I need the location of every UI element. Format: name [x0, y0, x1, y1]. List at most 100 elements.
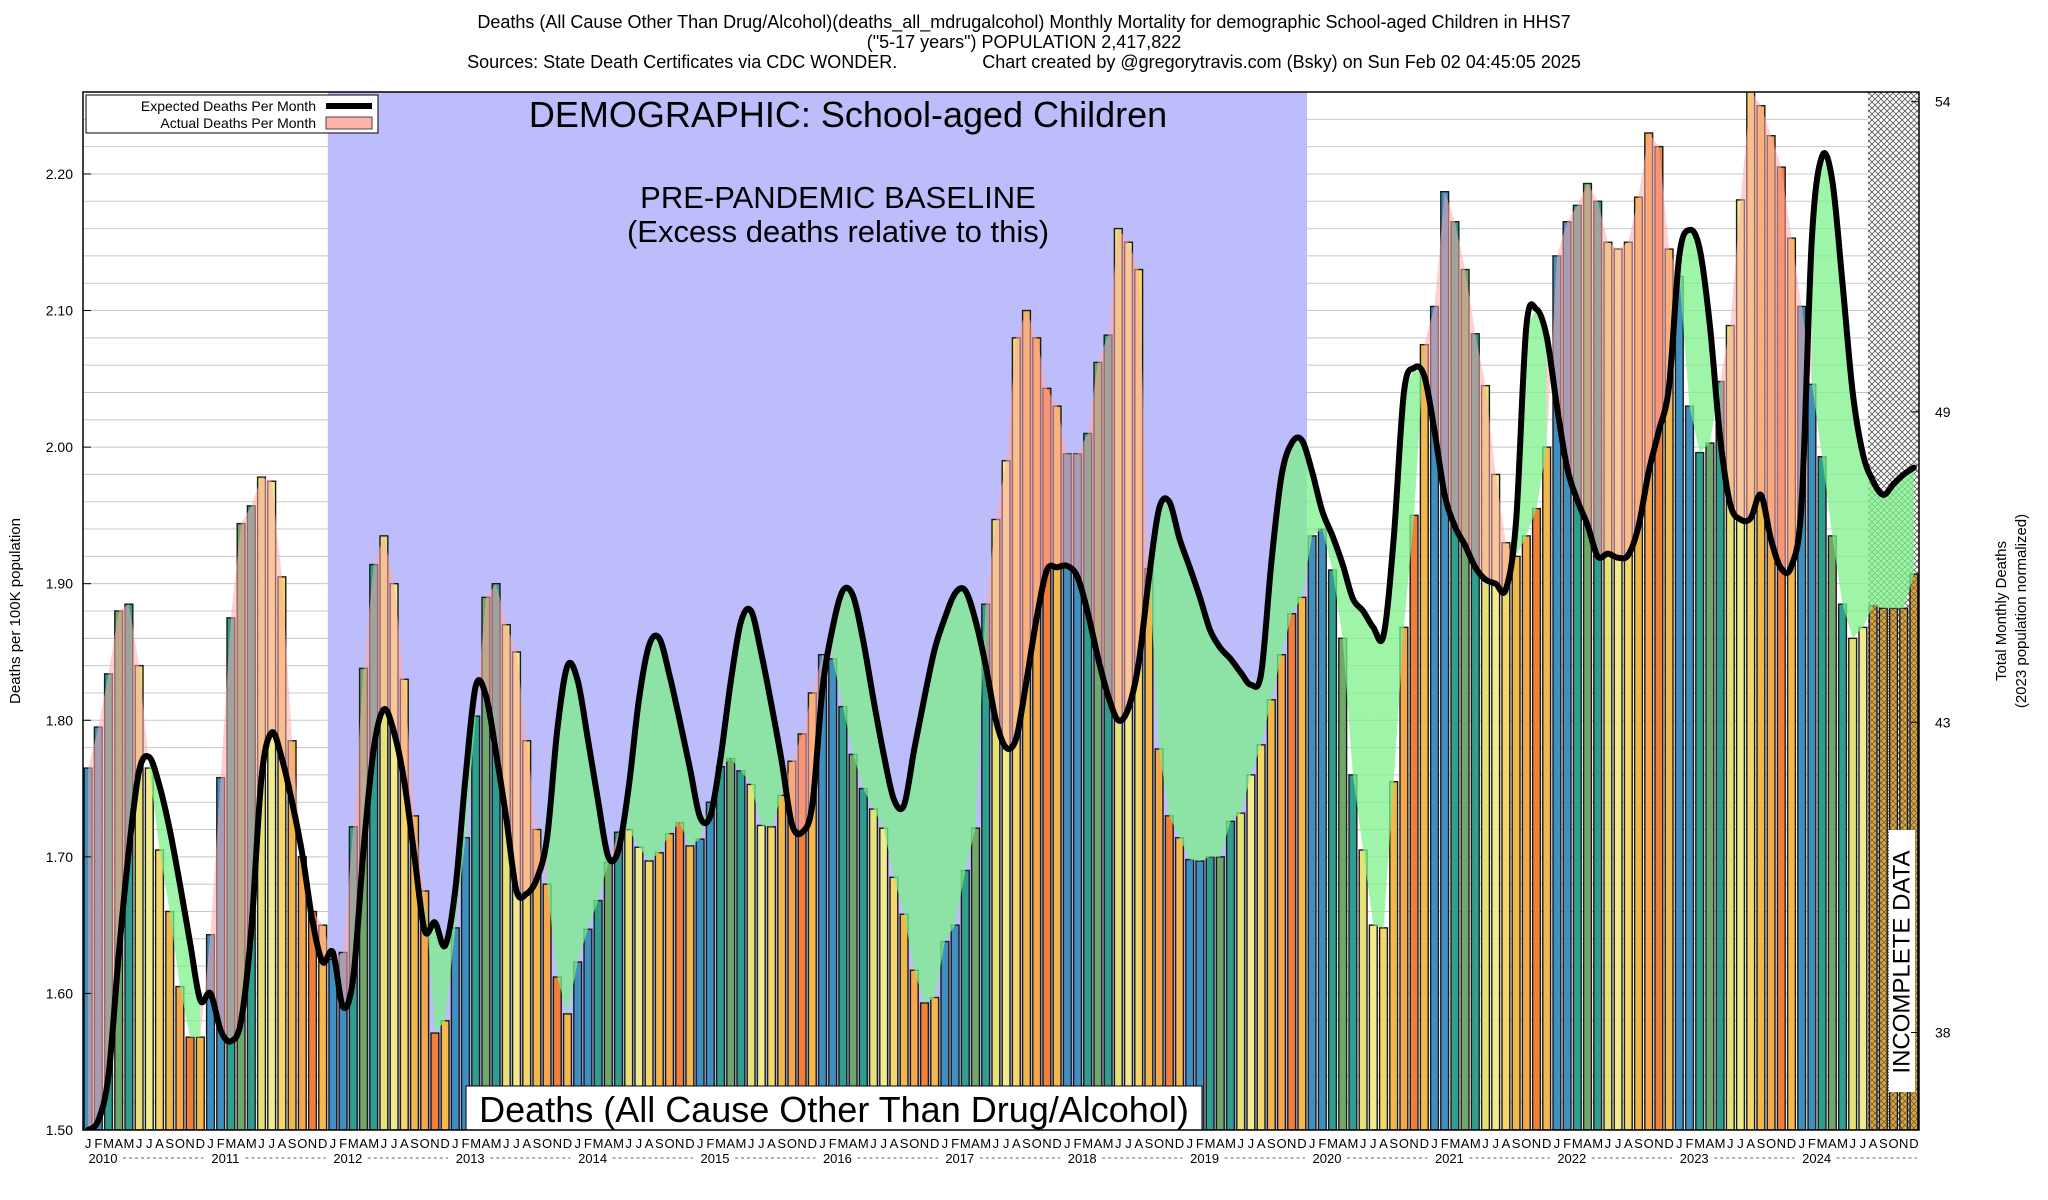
chart-sources-credit: Sources: State Death Certificates via CD… — [0, 52, 2048, 72]
excess-fill — [1301, 440, 1313, 598]
month-letter: J — [503, 1136, 510, 1151]
deficit-fill — [1771, 135, 1782, 569]
month-letter: M — [960, 1136, 971, 1151]
actual-bar — [1695, 451, 1705, 1130]
actual-bar — [1266, 699, 1276, 1130]
actual-bar — [1389, 781, 1399, 1130]
excess-fill — [1199, 597, 1211, 861]
incomplete-label-box — [1889, 830, 1915, 1092]
deficit-fill — [251, 477, 262, 930]
excess-fill — [853, 595, 864, 789]
bottom-label-box — [465, 1085, 1203, 1131]
excess-fill — [1291, 440, 1302, 614]
sources-text: Sources: State Death Certificates via CD… — [467, 52, 898, 72]
month-letter: M — [246, 1136, 257, 1151]
month-letter: F — [1686, 1136, 1694, 1151]
actual-bar — [154, 849, 165, 1130]
actual-bar — [1827, 535, 1837, 1130]
y-right-tick-label: 38 — [1935, 1024, 1951, 1040]
month-letter: S — [410, 1136, 419, 1151]
excess-fill-layer — [88, 92, 1914, 1130]
excess-fill — [159, 785, 170, 912]
month-letter: M — [1470, 1136, 1481, 1151]
month-letter: F — [1563, 1136, 1571, 1151]
deficit-fill — [1454, 221, 1466, 546]
year-label: 2016 — [823, 1151, 852, 1166]
y-right-tick-label: 49 — [1935, 404, 1951, 420]
month-letter: J — [870, 1136, 877, 1151]
excess-fill — [1373, 627, 1384, 928]
y-tick-label: 1.60 — [46, 985, 73, 1001]
excess-fill — [740, 611, 752, 785]
deficit-fill — [1781, 167, 1792, 569]
actual-bar — [736, 770, 746, 1130]
deficit-fill — [373, 535, 384, 749]
month-letter: J — [1309, 1136, 1316, 1151]
month-letter: D — [1909, 1136, 1918, 1151]
month-letter: J — [1186, 1136, 1193, 1151]
month-letter: J — [1798, 1136, 1805, 1151]
excess-fill — [1322, 511, 1333, 571]
actual-bar — [1144, 567, 1154, 1130]
month-letter: O — [787, 1136, 797, 1151]
month-letter: N — [1042, 1136, 1051, 1151]
actual-bar — [593, 899, 603, 1130]
deficit-fill — [802, 692, 813, 833]
y-tick-label: 1.90 — [46, 576, 73, 592]
month-letter: S — [533, 1136, 542, 1151]
excess-fill — [1873, 481, 1884, 609]
month-letter: S — [1267, 1136, 1276, 1151]
actual-bar — [1256, 744, 1266, 1130]
month-letter: J — [1605, 1136, 1612, 1151]
actual-bar — [777, 794, 787, 1130]
year-label-bg — [1309, 1152, 1345, 1166]
month-letter: F — [1074, 1136, 1082, 1151]
excess-fill — [547, 729, 558, 978]
deficit-fill — [1016, 310, 1027, 739]
excess-fill — [863, 641, 874, 810]
excess-fill — [434, 922, 446, 1034]
actual-bar — [1837, 603, 1848, 1130]
deficit-fill — [343, 826, 354, 1008]
actual-bar — [838, 705, 848, 1130]
excess-fill — [1189, 567, 1200, 861]
month-letter: J — [258, 1136, 265, 1151]
actual-bar — [960, 869, 970, 1130]
month-letter: O — [1154, 1136, 1164, 1151]
actual-bar — [1154, 748, 1164, 1130]
month-letter: F — [584, 1136, 592, 1151]
month-letter: A — [1012, 1136, 1021, 1151]
month-letter: D — [808, 1136, 817, 1151]
actual-bar — [746, 783, 756, 1130]
deficit-fill — [1587, 183, 1598, 557]
month-letter: J — [381, 1136, 388, 1151]
month-letter: J — [85, 1136, 92, 1151]
month-letter: J — [697, 1136, 704, 1151]
actual-bar — [613, 831, 624, 1130]
month-letter: A — [237, 1136, 246, 1151]
actual-bar — [1348, 774, 1358, 1130]
deficit-fill — [1138, 269, 1149, 663]
month-letter: F — [462, 1136, 470, 1151]
month-letter: D — [1664, 1136, 1673, 1151]
excess-fill — [1169, 501, 1180, 838]
deficit-fill — [292, 740, 303, 857]
excess-fill — [771, 705, 782, 827]
actual-bar — [1246, 774, 1256, 1130]
month-letter: M — [1347, 1136, 1358, 1151]
month-letter: J — [146, 1136, 153, 1151]
deficit-fill — [200, 934, 211, 1038]
year-label-bg — [1553, 1152, 1590, 1166]
excess-fill — [914, 697, 925, 1003]
deficit-fill — [261, 477, 272, 778]
month-letter: N — [1532, 1136, 1541, 1151]
year-label: 2014 — [578, 1151, 607, 1166]
month-letter: D — [1297, 1136, 1306, 1151]
actual-bar — [705, 801, 715, 1130]
actual-bar — [1287, 613, 1297, 1130]
month-letter: J — [758, 1136, 765, 1151]
month-letter: F — [1196, 1136, 1204, 1151]
excess-fill — [1679, 229, 1690, 407]
deficit-fill — [1495, 474, 1506, 590]
